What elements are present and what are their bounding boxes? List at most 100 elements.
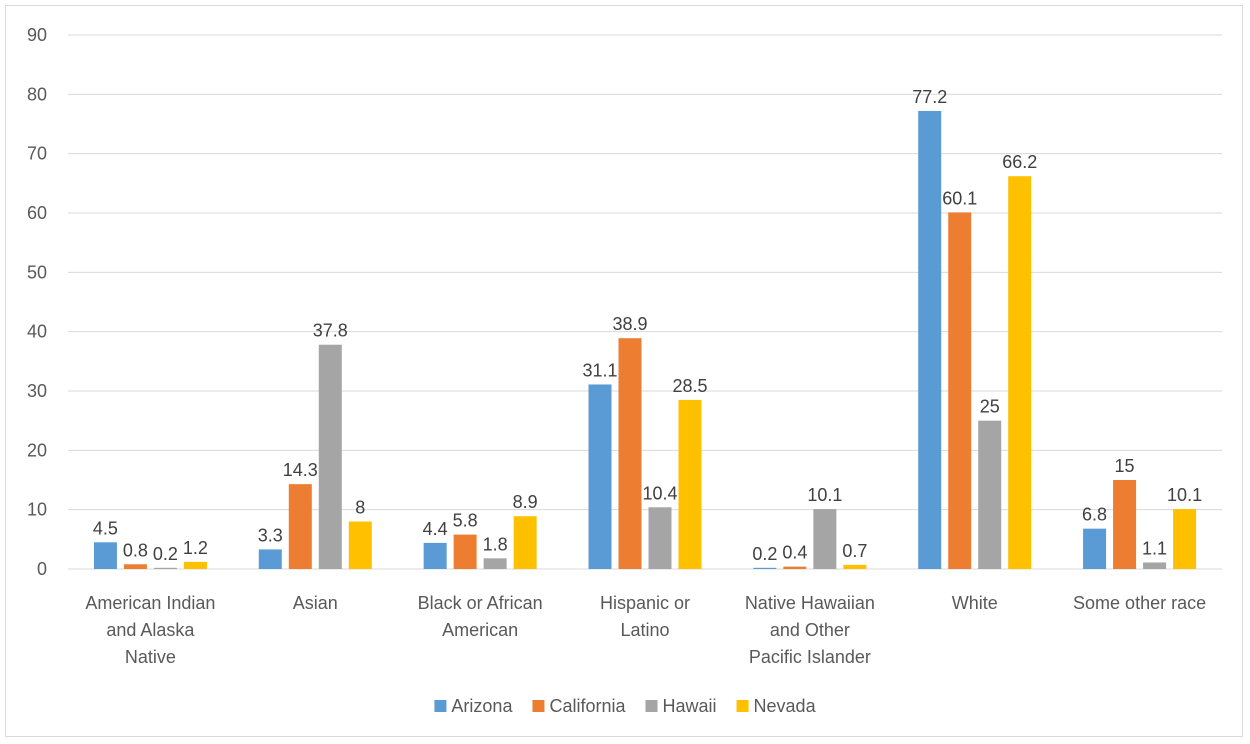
y-tick-label: 40 (27, 322, 47, 342)
data-label: 10.4 (642, 483, 677, 503)
x-category-label: Asian (293, 593, 338, 613)
bar-arizona (753, 567, 777, 569)
data-label: 14.3 (283, 460, 318, 480)
x-category-label: White (952, 593, 998, 613)
data-label: 0.4 (782, 543, 807, 563)
x-category-label-line: Native Hawaiian (745, 593, 875, 613)
x-category-label-line: Asian (293, 593, 338, 613)
bar-hawaii (153, 567, 177, 569)
data-label: 0.2 (153, 544, 178, 564)
bar-nevada (1173, 509, 1197, 569)
bar-nevada (678, 399, 702, 569)
legend-swatch-nevada (736, 700, 749, 712)
data-label: 0.2 (752, 544, 777, 564)
bar-hawaii (1143, 562, 1167, 569)
bar-california (123, 564, 147, 569)
bar-arizona (1083, 528, 1107, 569)
y-tick-label: 0 (37, 559, 47, 579)
legend-label: California (549, 696, 626, 716)
data-label: 1.8 (483, 534, 508, 554)
bar-nevada (513, 516, 537, 569)
data-label: 77.2 (912, 87, 947, 107)
data-label: 31.1 (582, 360, 617, 380)
bar-hawaii (978, 420, 1002, 569)
data-label: 60.1 (942, 188, 977, 208)
y-tick-label: 70 (27, 144, 47, 164)
y-tick-label: 90 (27, 25, 47, 45)
bar-arizona (93, 542, 117, 569)
data-label: 5.8 (453, 511, 478, 531)
data-label: 4.5 (93, 518, 118, 538)
x-category-label-line: Native (125, 647, 176, 667)
data-label: 37.8 (313, 321, 348, 341)
legend-label: Hawaii (663, 696, 717, 716)
data-label: 66.2 (1002, 152, 1037, 172)
legend: Arizona California Hawaii Nevada (434, 696, 817, 716)
bar-arizona (918, 110, 942, 570)
data-label: 3.3 (258, 525, 283, 545)
data-label: 8.9 (513, 492, 538, 512)
x-category-label-line: Some other race (1073, 593, 1206, 613)
x-category-label-line: Black or African (418, 593, 543, 613)
bar-hawaii (318, 344, 342, 569)
bar-nevada (183, 561, 207, 569)
data-label: 0.8 (123, 540, 148, 560)
bar-nevada (843, 564, 867, 569)
y-tick-label: 30 (27, 381, 47, 401)
legend-swatch-arizona (434, 700, 447, 712)
legend-label: Nevada (754, 696, 817, 716)
data-label: 0.7 (842, 541, 867, 561)
y-tick-label: 50 (27, 262, 47, 282)
data-label: 28.5 (672, 376, 707, 396)
data-labels: 4.5 3.3 4.4 31.1 0.2 77.2 6.8 0.8 14.3 5.8 38.9 0.4… (93, 87, 1202, 564)
bar-california (453, 534, 477, 569)
bar-california (618, 338, 642, 569)
y-tick-label: 10 (27, 500, 47, 520)
data-label: 8 (355, 498, 365, 518)
bar-hawaii (813, 509, 837, 569)
bar-hawaii (483, 558, 507, 569)
data-label: 1.2 (183, 538, 208, 558)
bar-california (1113, 480, 1137, 569)
y-tick-label: 60 (27, 203, 47, 223)
data-label: 1.1 (1142, 538, 1167, 558)
x-category-label-line: Pacific Islander (749, 647, 871, 667)
x-category-label: American Indian and Alaska Native (85, 593, 215, 667)
legend-label: Arizona (451, 696, 513, 716)
x-category-label-line: and Alaska (106, 620, 195, 640)
x-category-label: Hispanic or Latino (600, 593, 690, 640)
y-tick-label: 20 (27, 440, 47, 460)
x-category-label: Some other race (1073, 593, 1206, 613)
x-category-label-line: Latino (620, 620, 669, 640)
y-tick-label: 80 (27, 84, 47, 104)
x-category-label-line: American Indian (85, 593, 215, 613)
legend-swatch-hawaii (645, 700, 658, 712)
bar-california (288, 484, 312, 569)
x-category-label-line: Hispanic or (600, 593, 690, 613)
data-label: 10.1 (1167, 485, 1202, 505)
x-category-label-line: White (952, 593, 998, 613)
bar-arizona (423, 542, 447, 569)
data-label: 15 (1115, 456, 1135, 476)
y-axis-tick-labels: 0 10 20 30 40 50 60 70 80 90 (27, 25, 47, 579)
bar-arizona (588, 384, 612, 569)
bar-nevada (1008, 176, 1032, 570)
x-category-label: Black or African American (418, 593, 543, 640)
data-label: 10.1 (807, 485, 842, 505)
bars (93, 110, 1197, 570)
x-category-label-line: American (442, 620, 518, 640)
bar-california (948, 212, 972, 569)
bar-hawaii (648, 507, 672, 569)
data-label: 38.9 (612, 314, 647, 334)
data-label: 4.4 (423, 519, 448, 539)
data-label: 25 (980, 397, 1000, 417)
legend-swatch-california (532, 700, 545, 712)
x-category-label: Native Hawaiian and Other Pacific Islander (745, 593, 875, 667)
bar-arizona (258, 549, 282, 569)
x-axis-category-labels: American Indian and Alaska Native Asian Blac… (85, 593, 1206, 667)
bar-nevada (348, 521, 372, 569)
x-category-label-line: and Other (770, 620, 850, 640)
bar-california (783, 566, 807, 569)
data-label: 6.8 (1082, 505, 1107, 525)
